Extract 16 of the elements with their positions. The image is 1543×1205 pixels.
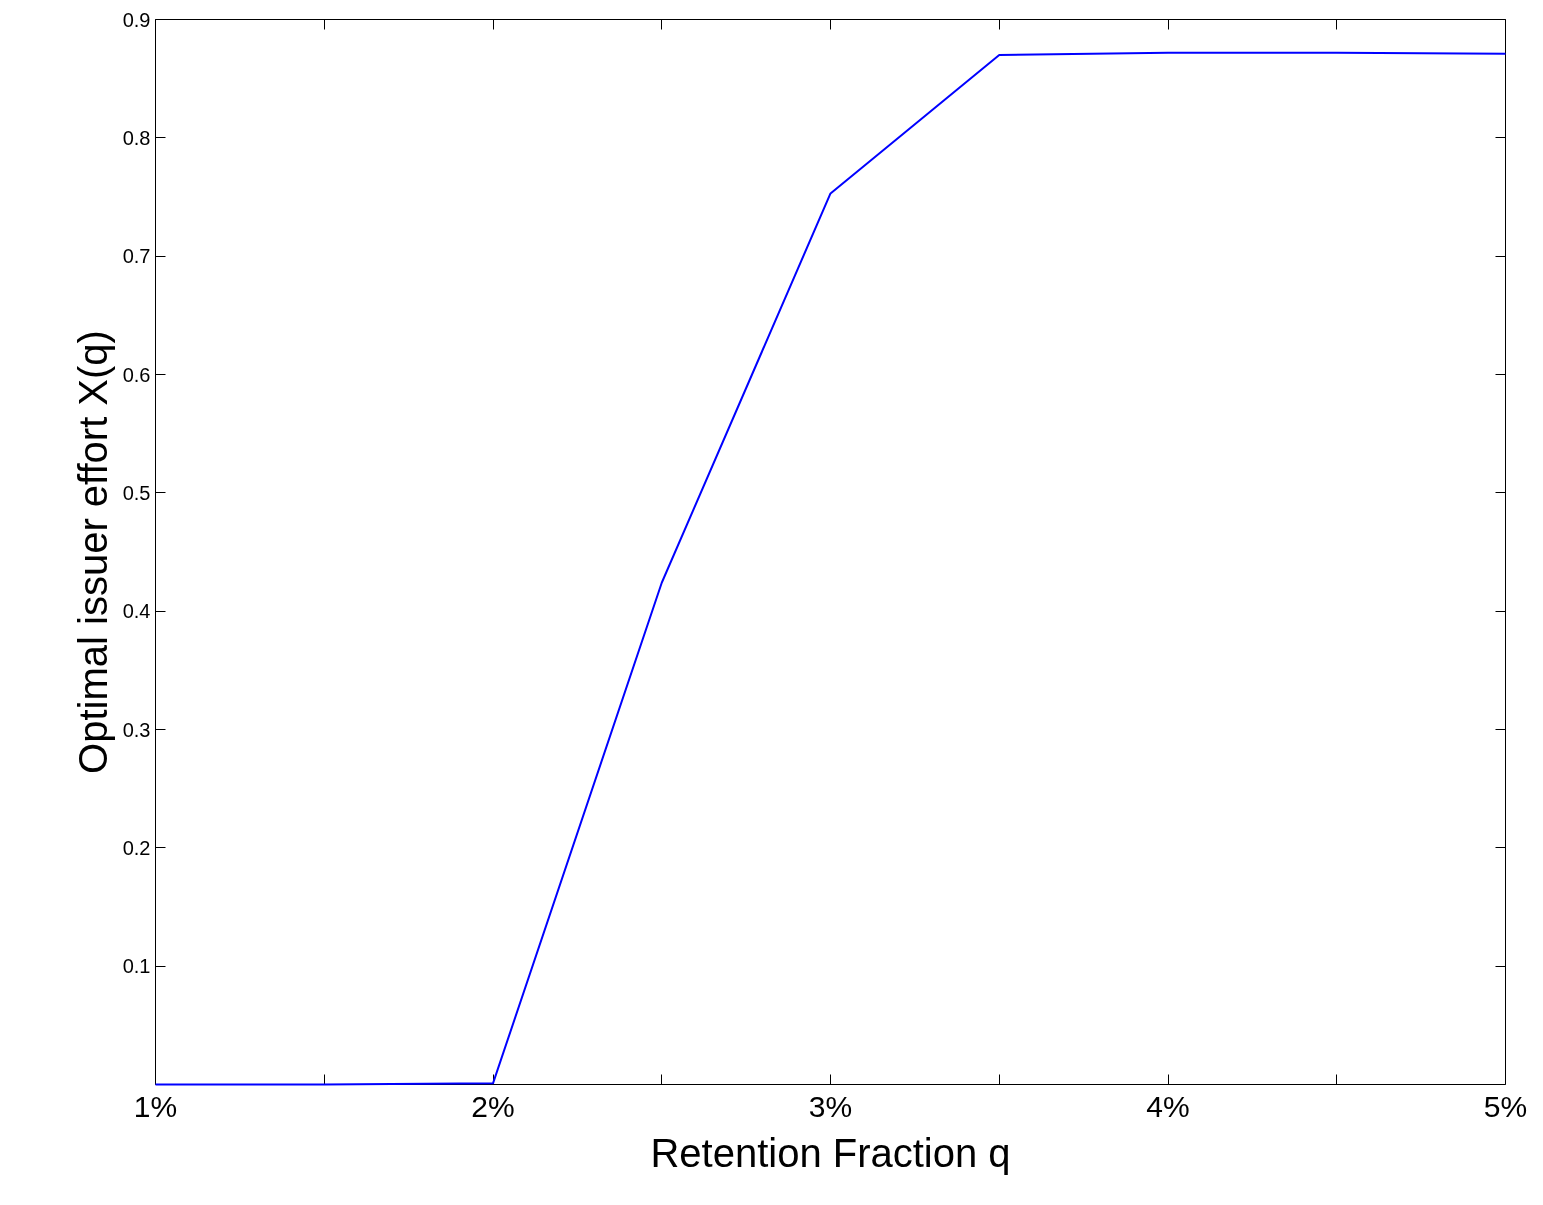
x-tick-label: 1% <box>133 1089 178 1123</box>
x-tick-label: 2% <box>471 1089 515 1123</box>
y-tick-label: 0.9 <box>122 8 151 31</box>
y-tick-label: 0.2 <box>122 836 151 859</box>
y-tick-label: 0.8 <box>122 126 151 149</box>
y-tick-label: 0.4 <box>122 600 151 623</box>
y-tick-label: 0.5 <box>122 481 151 504</box>
x-tick-label: 5% <box>1483 1089 1528 1123</box>
y-axis-title: Optimal issuer effort X(q) <box>70 330 115 774</box>
y-tick-label: 0.7 <box>122 245 151 268</box>
y-tick-label: 0.6 <box>122 363 151 386</box>
x-tick-label: 3% <box>808 1089 853 1123</box>
x-axis-title: Retention Fraction q <box>650 1130 1011 1175</box>
y-tick-label: 0.1 <box>122 955 151 978</box>
x-tick-label: 4% <box>1146 1089 1190 1123</box>
y-tick-label: 0.3 <box>122 718 151 741</box>
